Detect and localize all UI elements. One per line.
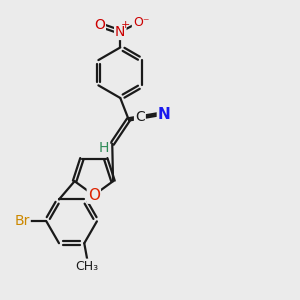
Text: N: N — [158, 106, 171, 122]
Text: CH₃: CH₃ — [76, 260, 99, 273]
Text: O: O — [88, 188, 100, 203]
Text: O: O — [94, 18, 105, 32]
Text: +: + — [121, 20, 130, 31]
Text: Br: Br — [14, 214, 30, 228]
Text: H: H — [99, 141, 109, 155]
Text: N: N — [115, 25, 125, 39]
Text: O⁻: O⁻ — [133, 16, 149, 29]
Text: C: C — [135, 110, 145, 124]
